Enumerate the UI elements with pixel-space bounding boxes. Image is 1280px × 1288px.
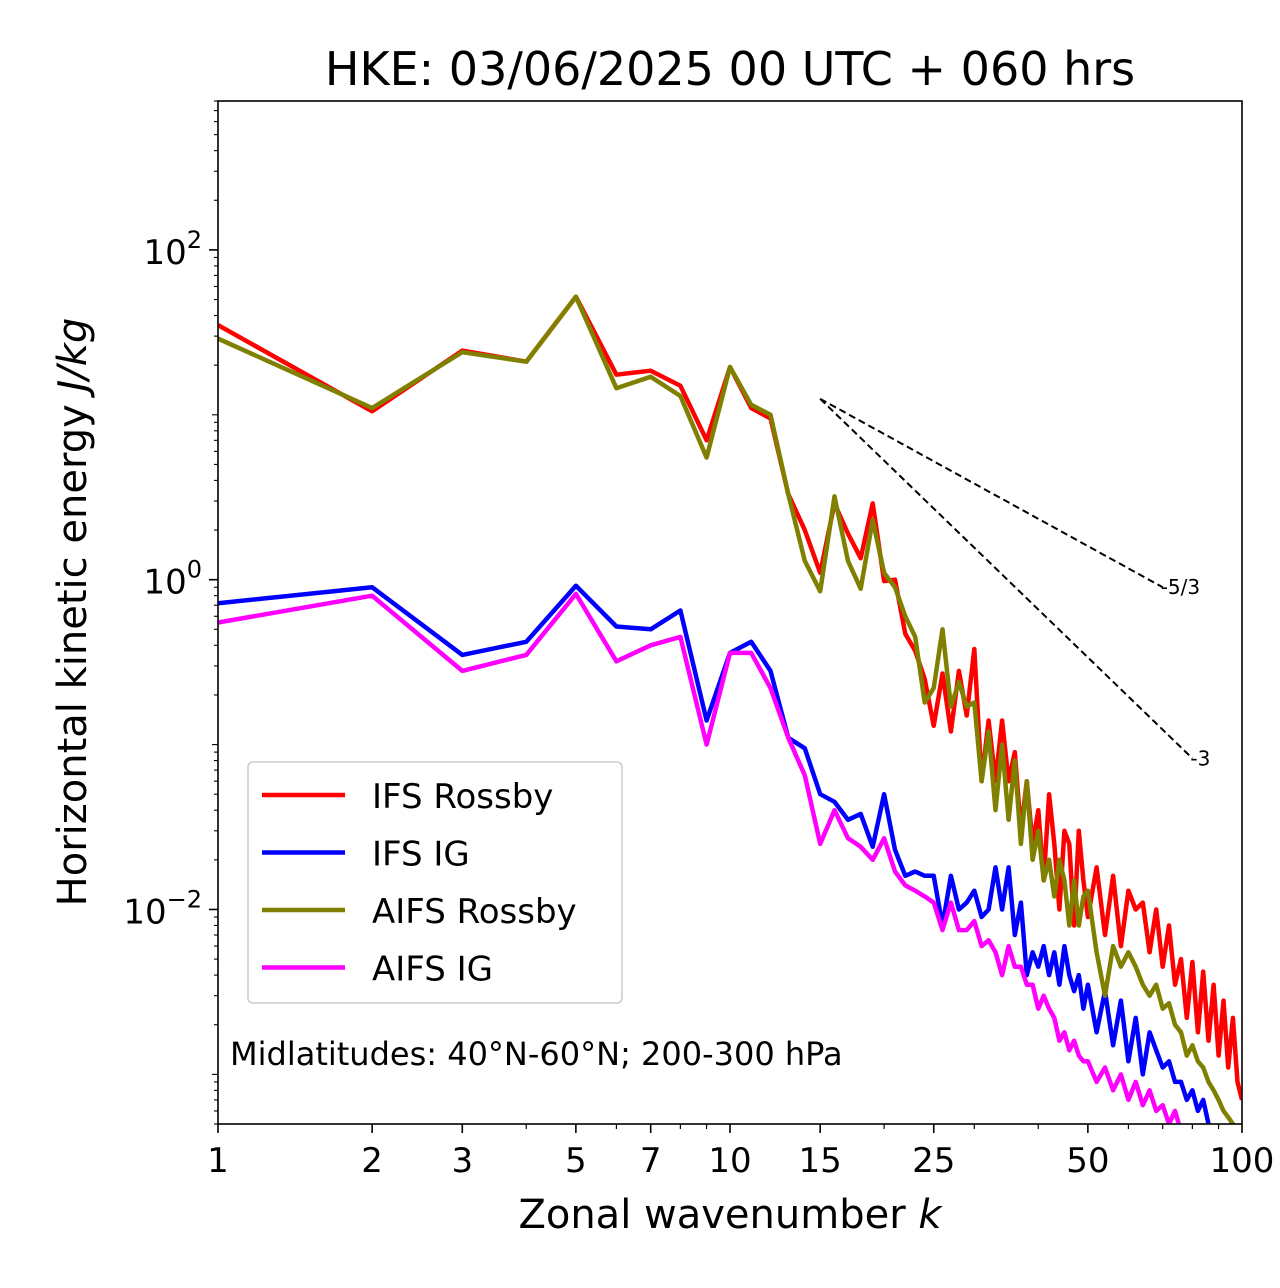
y-tick-label-1: 100 [143, 556, 202, 603]
x-tick-label-3: 5 [565, 1141, 587, 1181]
region-annotation: Midlatitudes: 40°N-60°N; 200-300 hPa [230, 1035, 843, 1073]
reference-line-label-1: -3 [1190, 746, 1210, 770]
series-layer [218, 294, 1242, 1124]
legend-label-1: IFS IG [372, 835, 470, 875]
axis-layer: 1 2 3 5 7 10 15 25 50 100 102 100 10−2 [123, 100, 1275, 1181]
legend-label-0: IFS Rossby [372, 777, 553, 817]
reference-line-1 [819, 398, 1194, 760]
reference-lines: -5/3 -3 [819, 397, 1210, 770]
legend-label-3: AIFS IG [372, 950, 493, 990]
y-tick-label-0: 102 [143, 226, 202, 273]
reference-line-label-0: -5/3 [1161, 575, 1200, 599]
series-line-1 [218, 583, 1212, 1124]
x-tick-label-5: 10 [708, 1141, 751, 1181]
x-tick-label-6: 15 [799, 1141, 842, 1181]
legend-frame [247, 761, 623, 1004]
x-tick-label-8: 50 [1066, 1141, 1109, 1181]
series-line-3 [218, 591, 1182, 1124]
chart-title: HKE: 03/06/2025 00 UTC + 060 hrs [325, 42, 1135, 96]
y-tick-label-2: 10−2 [123, 885, 202, 932]
reference-line-0 [819, 397, 1164, 589]
x-tick-label-7: 25 [912, 1141, 955, 1181]
x-tick-label-9: 100 [1210, 1141, 1275, 1181]
x-axis-label-var: k [918, 1192, 943, 1238]
series-line-2 [218, 294, 1236, 1124]
x-axis-label-text: Zonal wavenumber [518, 1192, 906, 1238]
x-tick-label-2: 3 [451, 1141, 473, 1181]
x-tick-label-1: 2 [361, 1141, 383, 1181]
y-axis-label: Horizontal kinetic energy J/kg [50, 318, 96, 907]
legend: IFS Rossby IFS IG AIFS Rossby AIFS IG [247, 761, 623, 1004]
legend-items: IFS Rossby IFS IG AIFS Rossby AIFS IG [262, 777, 577, 990]
legend-label-2: AIFS Rossby [372, 892, 577, 932]
y-axis-label-unit: J/kg [50, 318, 96, 399]
y-axis-label-text: Horizontal kinetic energy [50, 404, 96, 906]
x-tick-label-4: 7 [640, 1141, 662, 1181]
x-axis-label: Zonal wavenumber k [518, 1192, 943, 1238]
x-tick-label-0: 1 [207, 1141, 229, 1181]
